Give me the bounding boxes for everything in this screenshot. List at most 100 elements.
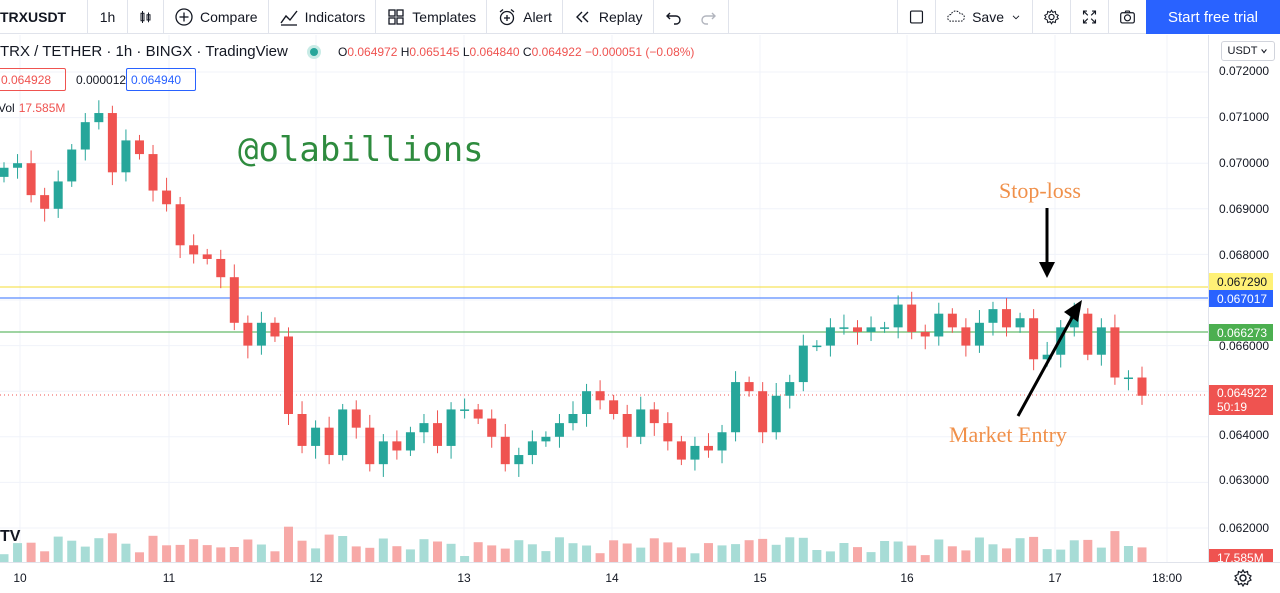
volume-bar: [1083, 539, 1093, 562]
volume-bar: [853, 547, 862, 562]
volume-bar: [392, 546, 402, 562]
indicators-icon: [280, 10, 298, 26]
volume-bar: [473, 542, 483, 562]
chevron-down-icon: [1012, 15, 1020, 20]
volume-bar: [554, 537, 564, 562]
watermark-text: @olabillions: [238, 130, 484, 170]
replay-button[interactable]: Replay: [563, 0, 654, 34]
volume-bar: [229, 547, 239, 562]
high-value: 0.065145: [409, 45, 460, 59]
layout-button[interactable]: [897, 0, 935, 34]
candle-body: [771, 395, 781, 433]
start-free-trial-button[interactable]: Start free trial: [1146, 0, 1280, 34]
volume-bar: [812, 550, 822, 562]
buy-price-button[interactable]: 0.064940: [126, 68, 196, 91]
high-label: H: [400, 45, 410, 59]
change-value: −0.000051 (−0.08%): [585, 45, 695, 59]
price-scale[interactable]: USDT 0.072000 0.071000 0.070000 0.069000…: [1208, 35, 1280, 566]
volume-bar: [758, 538, 768, 562]
undo-redo-group: [654, 0, 729, 34]
low-label: L: [462, 45, 470, 59]
volume-bar: [1056, 549, 1066, 562]
replay-label: Replay: [598, 8, 643, 25]
close-value: 0.064922: [531, 45, 582, 59]
candle-body: [798, 345, 808, 383]
volume-bar: [351, 546, 361, 562]
chart-settings-icon[interactable]: [1233, 568, 1253, 588]
chart-canvas[interactable]: [0, 35, 1208, 562]
candle-body: [568, 414, 578, 424]
market-entry-arrow: [1016, 313, 1076, 417]
price-tick: 0.070000: [1219, 156, 1270, 170]
candle-body: [338, 409, 348, 456]
candle-body: [175, 204, 185, 246]
candle-body: [825, 327, 835, 346]
volume-bar: [270, 551, 280, 562]
volume-bar: [676, 547, 686, 562]
candle-body: [1002, 309, 1012, 328]
save-button[interactable]: Save: [935, 0, 1032, 34]
redo-icon[interactable]: [698, 7, 718, 27]
square-icon: [910, 10, 924, 24]
chart-pane[interactable]: [0, 35, 1208, 562]
low-value: 0.064840: [469, 45, 520, 59]
alert-button[interactable]: Alert: [487, 0, 563, 34]
candle-body: [1096, 327, 1106, 355]
undo-icon[interactable]: [664, 7, 684, 27]
settings-button[interactable]: [1032, 0, 1070, 34]
volume-bar: [365, 547, 375, 562]
compare-button[interactable]: Compare: [164, 0, 269, 34]
candle-body: [487, 418, 497, 437]
candle-body: [121, 140, 131, 173]
last-price-label: 0.064922 50:19: [1209, 385, 1273, 415]
time-tick: 11: [162, 571, 176, 585]
volume-bar: [433, 541, 443, 562]
candle-body: [785, 382, 795, 396]
candle-body: [148, 154, 158, 191]
candle-body: [26, 163, 36, 196]
candle-body: [256, 322, 266, 346]
candle-body: [189, 245, 199, 255]
horizontal-line-label-yellow: 0.067290: [1209, 273, 1273, 290]
price-tick: 0.072000: [1219, 64, 1270, 78]
volume-bar: [1110, 531, 1120, 562]
chevron-down-icon: [1261, 49, 1268, 54]
symbol-legend: TRX / TETHER · 1h · BINGX · TradingView: [0, 43, 318, 60]
candle-body: [1029, 318, 1039, 360]
volume-bar: [744, 540, 754, 562]
interval-selector[interactable]: 1h: [88, 0, 128, 34]
indicators-button[interactable]: Indicators: [269, 0, 377, 34]
chart-type-button[interactable]: [128, 0, 164, 34]
volume-bar: [825, 551, 835, 562]
volume-bar: [582, 545, 592, 562]
candle-body: [514, 455, 524, 465]
fullscreen-button[interactable]: [1070, 0, 1108, 34]
volume-bar: [189, 539, 199, 562]
symbol-search[interactable]: TRXUSDT: [0, 0, 88, 34]
volume-bar: [1042, 549, 1052, 562]
indicators-label: Indicators: [304, 8, 366, 25]
templates-button[interactable]: Templates: [376, 0, 488, 34]
volume-bar: [1015, 538, 1025, 562]
volume-bar: [338, 536, 348, 562]
volume-bar: [1096, 547, 1106, 562]
candle-body: [134, 140, 144, 155]
volume-bar: [839, 543, 849, 562]
candle-body: [53, 181, 63, 209]
candle-body: [1123, 377, 1133, 380]
fullscreen-icon: [1082, 10, 1097, 24]
candle-body: [311, 427, 321, 446]
candle-body: [853, 327, 862, 332]
candle-body: [433, 423, 443, 446]
snapshot-button[interactable]: [1108, 0, 1146, 34]
currency-selector[interactable]: USDT: [1221, 41, 1275, 61]
candle-body: [974, 322, 984, 346]
candle-body: [1110, 327, 1120, 378]
gear-icon: [1043, 9, 1060, 25]
volume-bar: [636, 547, 646, 562]
time-scale[interactable]: 10 11 12 13 14 15 16 17 18:00: [0, 562, 1280, 593]
volume-bar: [487, 545, 497, 562]
volume-bar: [785, 537, 795, 562]
sell-price-button[interactable]: 0.064928: [0, 68, 66, 91]
volume-bar: [568, 543, 578, 562]
